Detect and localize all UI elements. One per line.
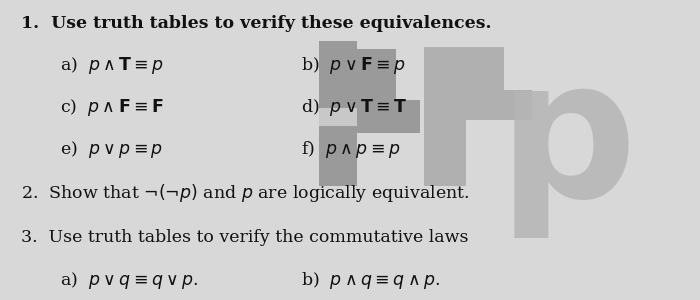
Bar xyxy=(318,60,357,186)
Text: e)  $p \vee p \equiv p$: e) $p \vee p \equiv p$ xyxy=(60,140,162,160)
Bar xyxy=(504,90,532,120)
Bar xyxy=(318,108,382,126)
Text: p: p xyxy=(498,50,636,238)
Text: 3.  Use truth tables to verify the commutative laws: 3. Use truth tables to verify the commut… xyxy=(21,229,468,245)
Bar xyxy=(466,48,504,120)
Bar xyxy=(424,47,504,56)
Text: c)  $p \wedge \mathbf{F} \equiv \mathbf{F}$: c) $p \wedge \mathbf{F} \equiv \mathbf{F… xyxy=(60,98,163,118)
Text: 2.  Show that $\neg(\neg p)$ and $p$ are logically equivalent.: 2. Show that $\neg(\neg p)$ and $p$ are … xyxy=(21,182,470,205)
Bar xyxy=(466,48,504,120)
Text: d)  $p \vee \mathbf{T} \equiv \mathbf{T}$: d) $p \vee \mathbf{T} \equiv \mathbf{T}$ xyxy=(301,98,407,118)
Text: a)  $p \vee q \equiv q \vee p.$: a) $p \vee q \equiv q \vee p.$ xyxy=(60,270,197,291)
Text: b)  $p \wedge q \equiv q \wedge p.$: b) $p \wedge q \equiv q \wedge p.$ xyxy=(301,270,440,291)
Bar xyxy=(318,40,357,68)
Text: f)  $p \wedge p \equiv p$: f) $p \wedge p \equiv p$ xyxy=(301,140,400,160)
Bar xyxy=(395,100,420,134)
Text: b)  $p \vee \mathbf{F} \equiv p$: b) $p \vee \mathbf{F} \equiv p$ xyxy=(301,56,406,76)
Text: 1.  Use truth tables to verify these equivalences.: 1. Use truth tables to verify these equi… xyxy=(21,16,491,32)
Bar xyxy=(357,50,395,134)
Bar xyxy=(424,48,466,186)
Bar xyxy=(424,112,504,120)
Text: a)  $p \wedge \mathbf{T} \equiv p$: a) $p \wedge \mathbf{T} \equiv p$ xyxy=(60,56,164,76)
